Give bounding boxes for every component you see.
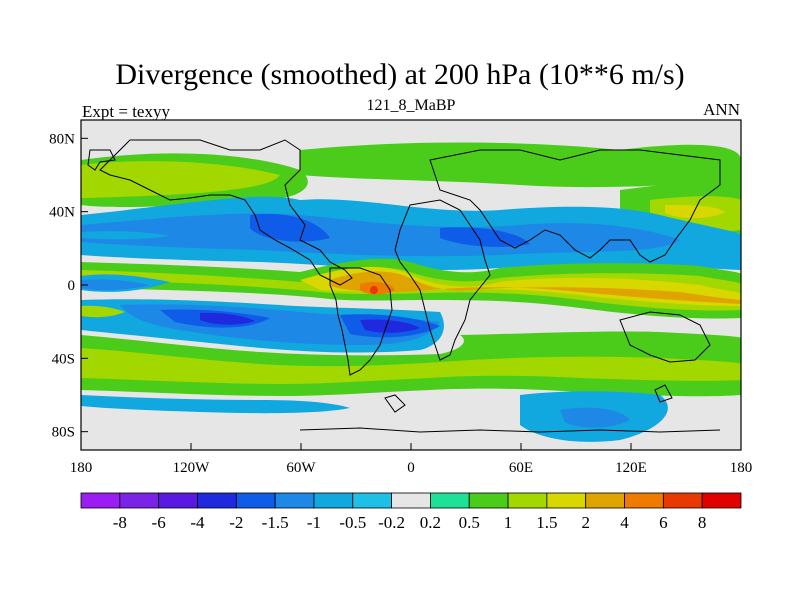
colorbar-swatch <box>274 492 315 509</box>
colorbar-swatch <box>119 492 160 509</box>
experiment-label: Expt = texyy <box>82 102 170 121</box>
colorbar-label: -1.5 <box>262 513 289 532</box>
colorbar-label: -0.5 <box>339 513 366 532</box>
colorbar-swatch <box>701 492 742 509</box>
colorbar-label: 1.5 <box>536 513 557 532</box>
colorbar-label: 6 <box>659 513 668 532</box>
colorbar-swatch <box>235 492 276 509</box>
colorbar-label: -0.2 <box>378 513 405 532</box>
colorbar-swatch <box>468 492 509 509</box>
season-label: ANN <box>703 100 740 119</box>
colorbar-swatch <box>624 492 664 509</box>
x-axis: 180 120W 60W 0 60E 120E 180 <box>70 443 753 476</box>
colorbar-swatch <box>80 492 121 509</box>
y-tick-label: 80S <box>52 425 75 441</box>
contour-field <box>81 120 741 450</box>
x-tick-label: 180 <box>730 460 753 476</box>
colorbar-label: 0.5 <box>459 513 480 532</box>
colorbar-label: 8 <box>698 513 707 532</box>
y-tick-label: 40S <box>52 351 75 367</box>
y-tick-label: 0 <box>68 278 76 294</box>
colorbar-swatch <box>352 492 392 509</box>
colorbar-label: -8 <box>113 513 127 532</box>
colorbar-label: 0.2 <box>420 513 441 532</box>
colorbar: -8 -6 -4 -2 -1.5 -1 -0.5 -0.2 0.2 0.5 1 1.5 2 4 6 8 <box>80 492 742 532</box>
colorbar-swatch <box>546 492 587 509</box>
colorbar-label: -2 <box>229 513 243 532</box>
y-axis: 80N 40N 0 40S 80S <box>49 131 88 441</box>
x-tick-label: 60W <box>286 460 316 476</box>
colorbar-label: 4 <box>620 513 629 532</box>
colorbar-swatch <box>158 492 198 509</box>
colorbar-swatch <box>585 492 625 509</box>
plot-title: Divergence (smoothed) at 200 hPa (10**6 … <box>115 58 685 91</box>
y-tick-label: 80N <box>49 131 75 147</box>
x-tick-label: 120W <box>173 460 211 476</box>
colorbar-label: 1 <box>504 513 513 532</box>
colorbar-swatch <box>197 492 237 509</box>
colorbar-swatch <box>662 492 703 509</box>
colorbar-label: -6 <box>152 513 166 532</box>
coastlines <box>87 139 721 433</box>
x-tick-label: 120E <box>615 460 647 476</box>
x-tick-label: 180 <box>70 460 93 476</box>
y-tick-label: 40N <box>49 205 75 221</box>
colorbar-swatch <box>391 492 431 509</box>
colorbar-label: -4 <box>190 513 205 532</box>
colorbar-swatch <box>430 492 470 509</box>
colorbar-swatch <box>507 492 548 509</box>
x-tick-label: 60E <box>509 460 533 476</box>
colorbar-label: 2 <box>581 513 590 532</box>
case-label: 121_8_MaBP <box>366 97 456 114</box>
x-tick-label: 0 <box>407 460 415 476</box>
colorbar-swatch <box>313 492 354 509</box>
colorbar-label: -1 <box>307 513 321 532</box>
